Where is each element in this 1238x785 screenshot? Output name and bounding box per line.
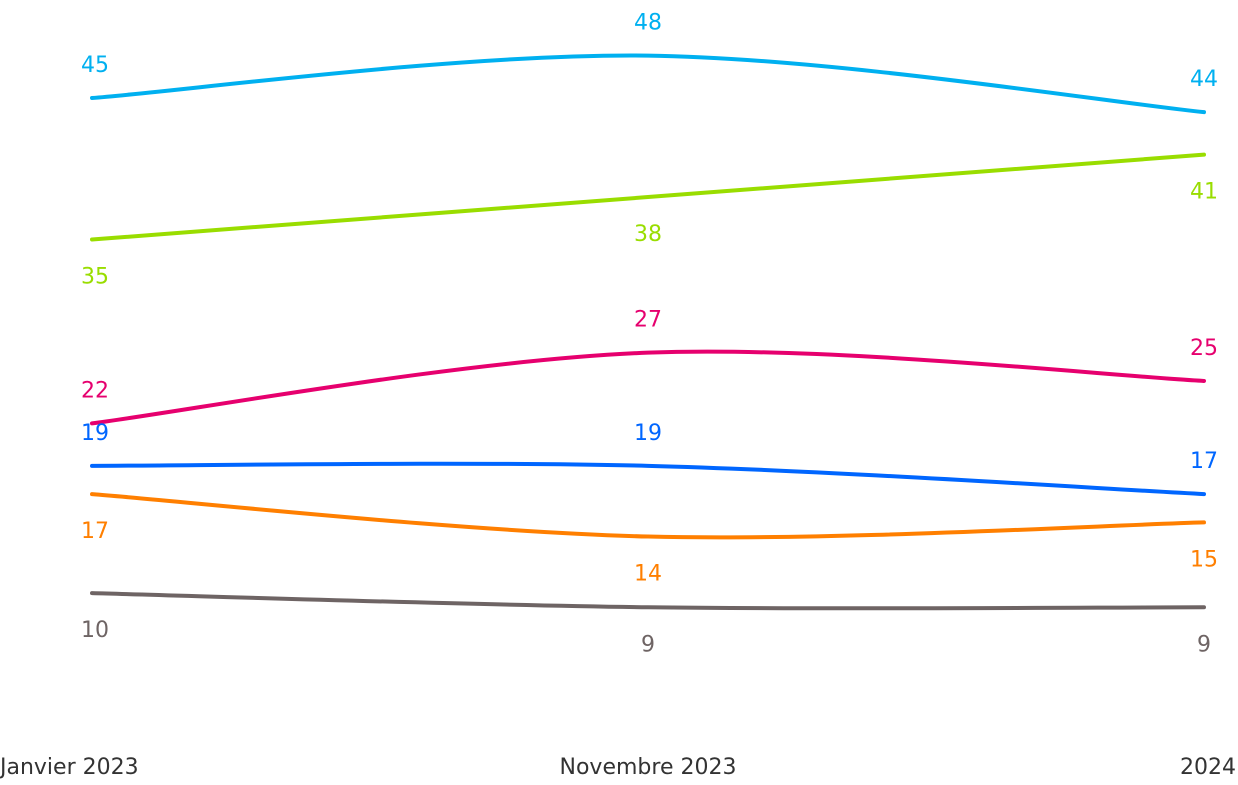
data-label: 44 <box>1190 67 1218 92</box>
series-line <box>90 349 1206 426</box>
data-label: 14 <box>634 562 662 587</box>
data-label: 48 <box>634 11 662 36</box>
data-label: 9 <box>1197 632 1211 657</box>
data-label: 19 <box>81 421 109 446</box>
data-label: 22 <box>81 378 109 403</box>
x-tick-label: 2024 <box>1180 755 1236 780</box>
x-tick-label: Novembre 2023 <box>560 755 737 780</box>
series-line <box>90 461 1206 497</box>
data-label: 25 <box>1190 336 1218 361</box>
series-line <box>90 53 1206 115</box>
data-label: 19 <box>634 421 662 446</box>
data-label: 17 <box>1190 449 1218 474</box>
series-line <box>90 591 1206 611</box>
data-label: 35 <box>81 264 109 289</box>
x-tick-label: Janvier 2023 <box>0 755 139 780</box>
data-label: 27 <box>634 308 662 333</box>
series-line <box>90 152 1206 242</box>
data-label: 45 <box>81 53 109 78</box>
data-label: 9 <box>641 632 655 657</box>
data-label: 10 <box>81 618 109 643</box>
data-label: 15 <box>1190 547 1218 572</box>
data-label: 17 <box>81 519 109 544</box>
data-label: 38 <box>634 222 662 247</box>
data-label: 41 <box>1190 180 1218 205</box>
series-line <box>90 492 1206 540</box>
